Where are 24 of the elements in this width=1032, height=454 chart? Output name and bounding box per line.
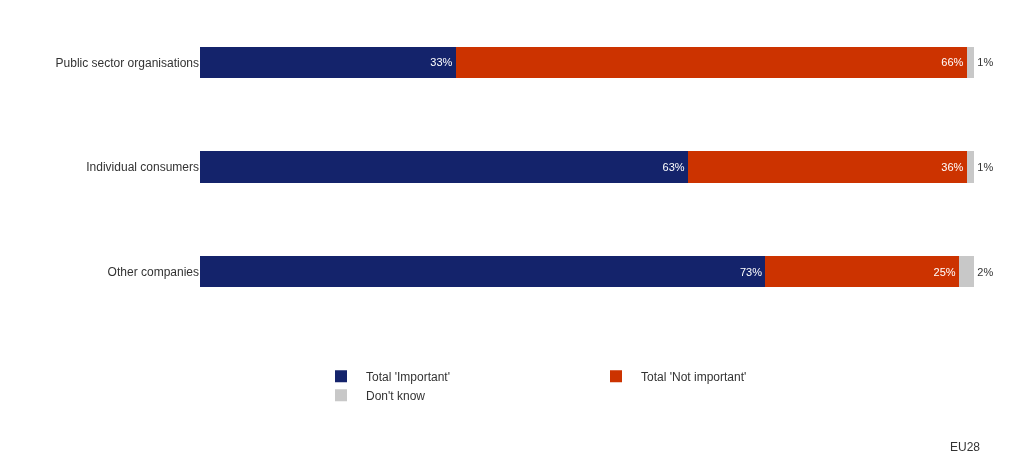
data-label: 1% [977,161,994,173]
y-tick-label: Individual consumers [86,160,199,175]
legend-label: Don't know [366,388,426,403]
data-label: 36% [941,161,964,173]
bar [200,46,456,79]
bar [200,151,688,183]
y-tick-label: Public sector organisations [55,55,199,70]
legend-label: Total 'Important' [366,369,450,384]
data-label: 2% [977,265,994,278]
data-label: 73% [739,265,763,278]
data-label: 66% [941,56,964,69]
data-label: 63% [662,161,685,173]
bar [687,151,967,183]
bar [200,255,766,288]
bar [958,255,975,288]
text: EU28 [950,440,981,454]
data-label: 1% [977,56,994,69]
bar [455,46,967,79]
y-tick-label: Other companies [107,264,199,279]
data-label: 33% [430,56,453,69]
legend-label: Total 'Not important' [641,369,747,384]
bar [765,255,959,288]
data-label: 25% [933,265,956,278]
bar [966,151,975,183]
